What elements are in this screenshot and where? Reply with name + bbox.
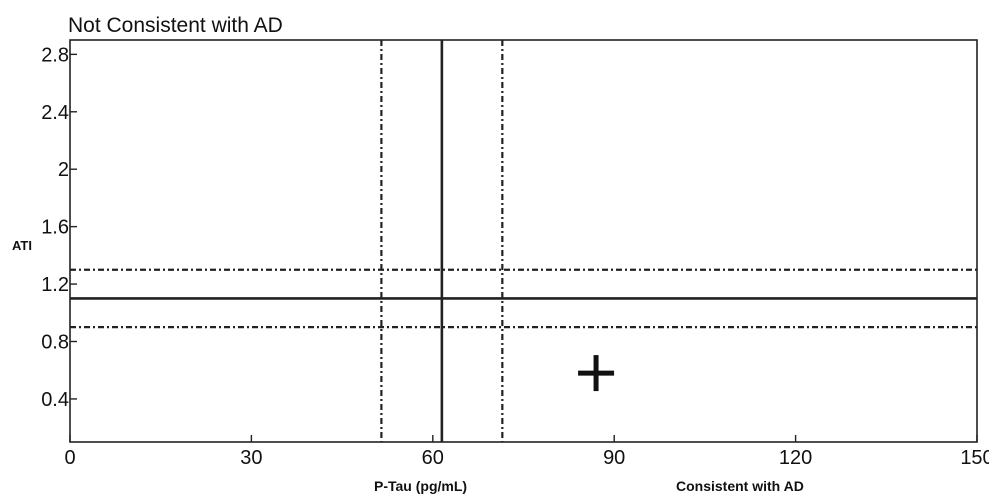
x-tick-label-4: 120 <box>779 447 812 469</box>
x-tick-label-3: 90 <box>603 447 625 469</box>
x-tick-label-1: 30 <box>240 447 262 469</box>
y-tick-label-6: 2.8 <box>41 44 69 66</box>
y-tick-label-5: 2.4 <box>41 102 69 124</box>
y-tick-label-3: 1.6 <box>41 217 69 239</box>
x-tick-label-5: 150 <box>960 447 989 469</box>
plot-frame <box>69 39 978 443</box>
y-axis-label: ATI <box>12 238 32 253</box>
top-quadrant-label: Not Consistent with AD <box>68 14 283 37</box>
y-tick-label-4: 2 <box>58 159 69 181</box>
y-tick-label-1: 0.8 <box>41 332 69 354</box>
y-tick-label-2: 1.2 <box>41 274 69 296</box>
x-tick-label-0: 0 <box>64 447 75 469</box>
x-tick-label-2: 60 <box>422 447 444 469</box>
bottom-right-quadrant-label: Consistent with AD <box>676 478 804 494</box>
x-axis-label: P-Tau (pg/mL) <box>374 478 468 494</box>
y-tick-label-0: 0.4 <box>41 389 69 411</box>
data-point-0 <box>578 355 615 392</box>
